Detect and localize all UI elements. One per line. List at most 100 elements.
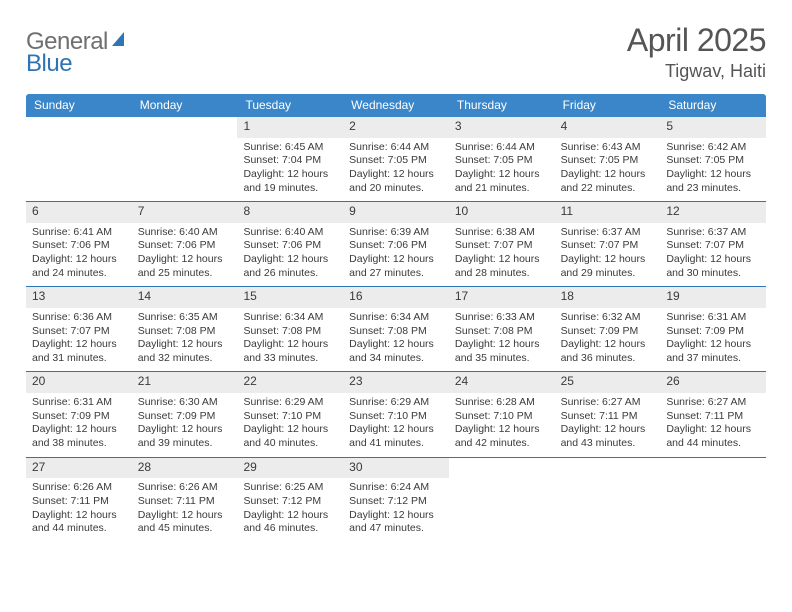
daylight-line: Daylight: 12 hours and 42 minutes. <box>455 423 549 450</box>
day-details: Sunrise: 6:29 AMSunset: 7:10 PMDaylight:… <box>343 393 449 457</box>
day-number: 8 <box>237 202 343 223</box>
day-header-wednesday: Wednesday <box>343 94 449 117</box>
daylight-line: Daylight: 12 hours and 45 minutes. <box>138 509 232 536</box>
sunset-line: Sunset: 7:08 PM <box>349 325 443 339</box>
day-details: Sunrise: 6:40 AMSunset: 7:06 PMDaylight:… <box>237 223 343 287</box>
sunrise-line: Sunrise: 6:24 AM <box>349 481 443 495</box>
day-details: Sunrise: 6:44 AMSunset: 7:05 PMDaylight:… <box>343 138 449 202</box>
calendar-cell: 3Sunrise: 6:44 AMSunset: 7:05 PMDaylight… <box>449 117 555 201</box>
logo-sail-icon <box>110 30 130 55</box>
calendar-cell: 13Sunrise: 6:36 AMSunset: 7:07 PMDayligh… <box>26 287 132 371</box>
sunrise-line: Sunrise: 6:30 AM <box>138 396 232 410</box>
sunset-line: Sunset: 7:10 PM <box>243 410 337 424</box>
week-row: 27Sunrise: 6:26 AMSunset: 7:11 PMDayligh… <box>26 458 766 542</box>
sunset-line: Sunset: 7:12 PM <box>349 495 443 509</box>
daylight-line: Daylight: 12 hours and 28 minutes. <box>455 253 549 280</box>
day-details: Sunrise: 6:37 AMSunset: 7:07 PMDaylight:… <box>660 223 766 287</box>
daylight-line: Daylight: 12 hours and 33 minutes. <box>243 338 337 365</box>
week-row: 20Sunrise: 6:31 AMSunset: 7:09 PMDayligh… <box>26 372 766 457</box>
sunrise-line: Sunrise: 6:34 AM <box>349 311 443 325</box>
day-number: 22 <box>237 372 343 393</box>
day-details: Sunrise: 6:32 AMSunset: 7:09 PMDaylight:… <box>555 308 661 372</box>
calendar-cell: 19Sunrise: 6:31 AMSunset: 7:09 PMDayligh… <box>660 287 766 371</box>
title-block: April 2025 Tigwav, Haiti <box>627 22 766 82</box>
sunrise-line: Sunrise: 6:29 AM <box>243 396 337 410</box>
calendar-cell: 5Sunrise: 6:42 AMSunset: 7:05 PMDaylight… <box>660 117 766 201</box>
day-details <box>132 122 238 170</box>
day-details: Sunrise: 6:26 AMSunset: 7:11 PMDaylight:… <box>26 478 132 542</box>
day-details: Sunrise: 6:42 AMSunset: 7:05 PMDaylight:… <box>660 138 766 202</box>
day-details: Sunrise: 6:35 AMSunset: 7:08 PMDaylight:… <box>132 308 238 372</box>
calendar-cell: 7Sunrise: 6:40 AMSunset: 7:06 PMDaylight… <box>132 202 238 286</box>
sunrise-line: Sunrise: 6:26 AM <box>32 481 126 495</box>
sunset-line: Sunset: 7:08 PM <box>138 325 232 339</box>
day-header-saturday: Saturday <box>660 94 766 117</box>
day-details: Sunrise: 6:34 AMSunset: 7:08 PMDaylight:… <box>237 308 343 372</box>
day-header-thursday: Thursday <box>449 94 555 117</box>
calendar: SundayMondayTuesdayWednesdayThursdayFrid… <box>26 94 766 542</box>
day-details <box>26 122 132 170</box>
sunrise-line: Sunrise: 6:33 AM <box>455 311 549 325</box>
sunrise-line: Sunrise: 6:36 AM <box>32 311 126 325</box>
day-number: 23 <box>343 372 449 393</box>
day-details: Sunrise: 6:37 AMSunset: 7:07 PMDaylight:… <box>555 223 661 287</box>
sunrise-line: Sunrise: 6:25 AM <box>243 481 337 495</box>
calendar-cell <box>555 458 661 542</box>
day-details <box>660 463 766 511</box>
calendar-cell: 17Sunrise: 6:33 AMSunset: 7:08 PMDayligh… <box>449 287 555 371</box>
daylight-line: Daylight: 12 hours and 34 minutes. <box>349 338 443 365</box>
day-details: Sunrise: 6:31 AMSunset: 7:09 PMDaylight:… <box>660 308 766 372</box>
sunset-line: Sunset: 7:05 PM <box>561 154 655 168</box>
day-number: 12 <box>660 202 766 223</box>
calendar-cell: 24Sunrise: 6:28 AMSunset: 7:10 PMDayligh… <box>449 372 555 456</box>
day-number: 11 <box>555 202 661 223</box>
sunrise-line: Sunrise: 6:31 AM <box>32 396 126 410</box>
sunset-line: Sunset: 7:11 PM <box>561 410 655 424</box>
sunset-line: Sunset: 7:11 PM <box>138 495 232 509</box>
day-details: Sunrise: 6:39 AMSunset: 7:06 PMDaylight:… <box>343 223 449 287</box>
sunrise-line: Sunrise: 6:27 AM <box>666 396 760 410</box>
sunrise-line: Sunrise: 6:28 AM <box>455 396 549 410</box>
day-details: Sunrise: 6:33 AMSunset: 7:08 PMDaylight:… <box>449 308 555 372</box>
sunrise-line: Sunrise: 6:31 AM <box>666 311 760 325</box>
sunset-line: Sunset: 7:07 PM <box>666 239 760 253</box>
day-header-tuesday: Tuesday <box>237 94 343 117</box>
sunrise-line: Sunrise: 6:26 AM <box>138 481 232 495</box>
daylight-line: Daylight: 12 hours and 44 minutes. <box>32 509 126 536</box>
day-number: 27 <box>26 458 132 479</box>
sunrise-line: Sunrise: 6:29 AM <box>349 396 443 410</box>
sunset-line: Sunset: 7:06 PM <box>349 239 443 253</box>
day-number: 29 <box>237 458 343 479</box>
day-number: 7 <box>132 202 238 223</box>
day-details: Sunrise: 6:43 AMSunset: 7:05 PMDaylight:… <box>555 138 661 202</box>
daylight-line: Daylight: 12 hours and 19 minutes. <box>243 168 337 195</box>
sunrise-line: Sunrise: 6:34 AM <box>243 311 337 325</box>
calendar-cell <box>26 117 132 201</box>
day-number: 28 <box>132 458 238 479</box>
daylight-line: Daylight: 12 hours and 43 minutes. <box>561 423 655 450</box>
calendar-cell: 16Sunrise: 6:34 AMSunset: 7:08 PMDayligh… <box>343 287 449 371</box>
day-number: 14 <box>132 287 238 308</box>
day-number: 10 <box>449 202 555 223</box>
day-number: 25 <box>555 372 661 393</box>
sunset-line: Sunset: 7:10 PM <box>349 410 443 424</box>
sunrise-line: Sunrise: 6:32 AM <box>561 311 655 325</box>
sunset-line: Sunset: 7:05 PM <box>349 154 443 168</box>
day-header-sunday: Sunday <box>26 94 132 117</box>
day-number: 26 <box>660 372 766 393</box>
sunset-line: Sunset: 7:08 PM <box>455 325 549 339</box>
sunset-line: Sunset: 7:10 PM <box>455 410 549 424</box>
week-row: 13Sunrise: 6:36 AMSunset: 7:07 PMDayligh… <box>26 287 766 372</box>
sunset-line: Sunset: 7:06 PM <box>138 239 232 253</box>
sunset-line: Sunset: 7:09 PM <box>32 410 126 424</box>
sunset-line: Sunset: 7:05 PM <box>455 154 549 168</box>
day-number: 18 <box>555 287 661 308</box>
sunset-line: Sunset: 7:04 PM <box>243 154 337 168</box>
day-number: 21 <box>132 372 238 393</box>
daylight-line: Daylight: 12 hours and 22 minutes. <box>561 168 655 195</box>
sunrise-line: Sunrise: 6:43 AM <box>561 141 655 155</box>
daylight-line: Daylight: 12 hours and 30 minutes. <box>666 253 760 280</box>
sunrise-line: Sunrise: 6:35 AM <box>138 311 232 325</box>
daylight-line: Daylight: 12 hours and 24 minutes. <box>32 253 126 280</box>
sunrise-line: Sunrise: 6:44 AM <box>349 141 443 155</box>
